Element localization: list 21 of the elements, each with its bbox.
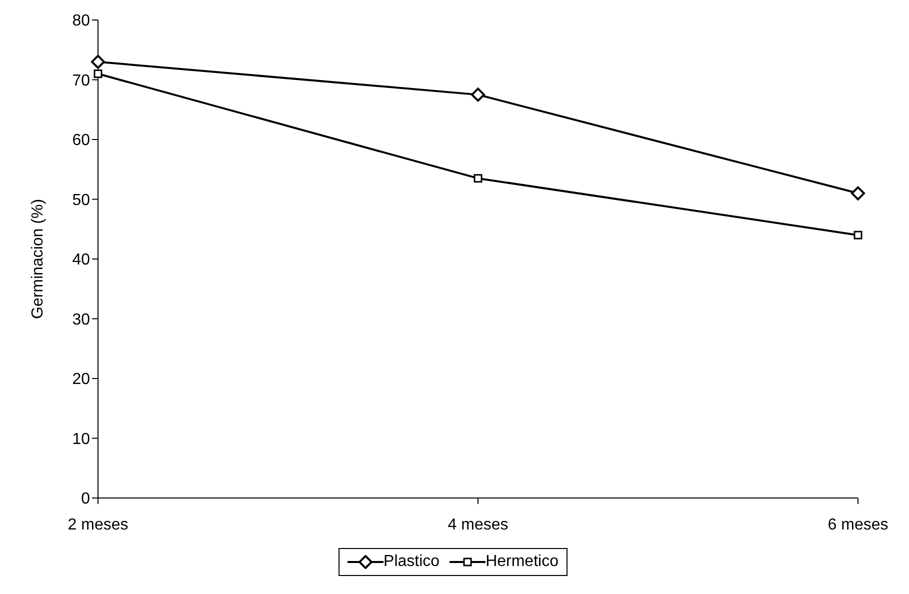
y-tick-label: 80: [72, 12, 90, 30]
y-tick-label: 30: [72, 311, 90, 328]
point: [94, 70, 102, 78]
y-tick-label: 0: [81, 490, 90, 508]
y-tick-label: 20: [72, 371, 90, 388]
point: [474, 174, 482, 183]
point: [851, 186, 865, 200]
y-tick-label: 50: [72, 192, 90, 209]
point: [854, 230, 862, 240]
y-axis-title: Germinacion (%): [30, 198, 47, 319]
point: [91, 54, 105, 69]
y-tick-label: 10: [72, 430, 90, 448]
y-tick-label: 70: [72, 72, 90, 90]
legend-label: Plastico: [384, 553, 440, 571]
x-tick-label: 6 meses: [828, 516, 888, 534]
point: [471, 88, 485, 102]
y-tick-label: 40: [72, 252, 90, 269]
x-tick-label: 2 meses: [68, 516, 128, 534]
legend-label: Hermetico: [486, 553, 558, 571]
x-tick-label: 4 meses: [448, 516, 508, 534]
y-tick-label: 60: [72, 132, 90, 150]
